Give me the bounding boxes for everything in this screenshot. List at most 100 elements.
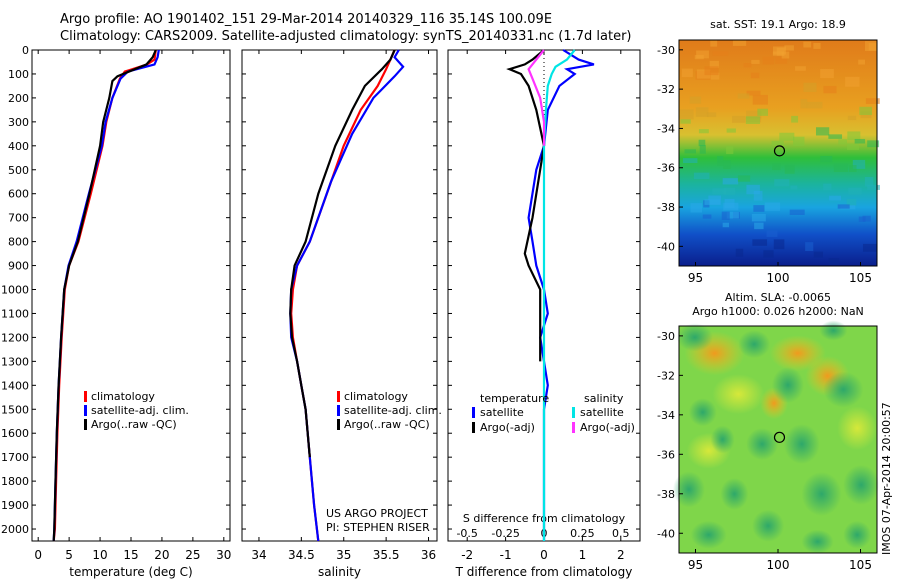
- depth-tick-label: 100: [8, 68, 29, 81]
- sst-patch: [704, 199, 721, 205]
- x-axis-label: T difference from climatology: [455, 565, 633, 579]
- sst-patch: [813, 251, 824, 258]
- sla-anomaly: [801, 471, 842, 516]
- sla-map-title: Altim. SLA: -0.0065: [725, 291, 831, 304]
- sst-patch: [702, 214, 712, 219]
- sst-patch: [848, 165, 857, 172]
- x-tick-label: 20: [154, 548, 169, 562]
- sst-patch: [858, 59, 866, 65]
- project-annotation: US ARGO PROJECT: [326, 507, 428, 520]
- sst-patch: [706, 112, 717, 118]
- lon-tick-label: 95: [688, 558, 703, 572]
- depth-tick-label: 200: [8, 92, 29, 105]
- sst-patch: [773, 46, 787, 55]
- sst-patch: [679, 109, 694, 120]
- sst-patch: [746, 110, 762, 119]
- sst-patch: [795, 66, 806, 71]
- sst-patch: [820, 156, 833, 163]
- sst-patch: [845, 76, 860, 87]
- sst-patch: [829, 195, 841, 201]
- sla-anomaly: [752, 509, 785, 542]
- legend-swatch: [84, 419, 87, 430]
- lat-tick-label: -38: [657, 201, 675, 214]
- sla-anomaly: [738, 330, 771, 359]
- sst-patch: [847, 131, 861, 141]
- depth-tick-label: 300: [8, 116, 29, 129]
- sst-patch: [709, 60, 719, 68]
- sst-patch: [790, 185, 798, 190]
- lat-tick-label: -36: [657, 448, 675, 461]
- sst-patch: [757, 108, 768, 116]
- sst-patch: [723, 187, 736, 195]
- sst-patch: [864, 176, 874, 187]
- sst-patch: [793, 136, 805, 147]
- sst-patch: [823, 85, 837, 94]
- sst-patch: [732, 115, 746, 123]
- legend-entry: satellite: [580, 406, 624, 419]
- x-tick-label: 15: [123, 548, 138, 562]
- sla-anomaly: [690, 520, 727, 549]
- sst-patch: [695, 107, 709, 117]
- sst-patch: [766, 230, 778, 237]
- sst-patch: [746, 90, 761, 96]
- depth-tick-label: 800: [8, 236, 29, 249]
- sst-patch: [684, 149, 696, 154]
- sst-patch: [726, 211, 739, 219]
- legend-entry: Argo(-adj): [480, 421, 535, 434]
- sst-patch: [762, 56, 775, 65]
- x-tick-label: 0: [34, 548, 42, 562]
- sst-patch: [726, 128, 736, 133]
- sst-patch: [867, 140, 880, 148]
- lon-tick-label: 100: [767, 558, 790, 572]
- x-tick-label: 35: [336, 548, 351, 562]
- depth-tick-label: 1400: [1, 379, 29, 392]
- legend-swatch: [572, 422, 575, 433]
- legend-swatch: [337, 419, 340, 430]
- lat-tick-label: -32: [657, 83, 675, 96]
- sst-patch: [781, 51, 790, 59]
- depth-tick-label: 1100: [1, 307, 29, 320]
- depth-tick-label: 1900: [1, 499, 29, 512]
- legend-swatch: [84, 405, 87, 416]
- sst-patch: [721, 211, 730, 220]
- x-tick-label: 30: [216, 548, 231, 562]
- lon-tick-label: 105: [849, 271, 872, 285]
- depth-tick-label: 2000: [1, 523, 29, 536]
- sst-patch: [859, 106, 873, 116]
- sst-patch: [737, 175, 751, 182]
- depth-tick-label: 1600: [1, 427, 29, 440]
- lat-tick-label: -32: [657, 369, 675, 382]
- x-tick-label: 34.5: [288, 548, 315, 562]
- sst-patch: [833, 163, 848, 173]
- lat-tick-label: -34: [657, 409, 675, 422]
- lat-tick-label: -30: [657, 44, 675, 57]
- series-line: [52, 49, 160, 542]
- sst-patch: [699, 145, 706, 154]
- depth-tick-label: 1000: [1, 284, 29, 297]
- sla-anomaly: [837, 406, 878, 451]
- sst-patch: [723, 160, 731, 169]
- sst-patch: [828, 258, 840, 265]
- legend-entry: Argo(-adj): [580, 421, 635, 434]
- sst-patch: [753, 190, 763, 201]
- lon-tick-label: 95: [688, 271, 703, 285]
- legend-entry: satellite-adj. clim.: [344, 404, 442, 417]
- plot-title-line1: Argo profile: AO 1901402_151 29-Mar-2014…: [60, 12, 553, 27]
- sst-patch: [771, 140, 784, 146]
- project-annotation: PI: STEPHEN RISER: [326, 521, 430, 534]
- sla-anomaly: [672, 471, 705, 508]
- x-tick-label: 5: [65, 548, 73, 562]
- s-tick-label: 0.5: [612, 527, 630, 540]
- temperature-frame: [31, 49, 231, 542]
- legend-entry: climatology: [344, 390, 408, 403]
- sst-patch: [865, 41, 878, 51]
- salinity-panel: 34 34.5 35 35.5 36 salinity climatologysatelli…: [241, 49, 442, 579]
- sst-patch: [726, 146, 734, 155]
- series-line: [527, 49, 546, 146]
- sst-patch: [735, 248, 744, 257]
- lat-tick-label: -36: [657, 162, 675, 175]
- sst-patch: [820, 69, 834, 79]
- sst-patch: [682, 158, 698, 164]
